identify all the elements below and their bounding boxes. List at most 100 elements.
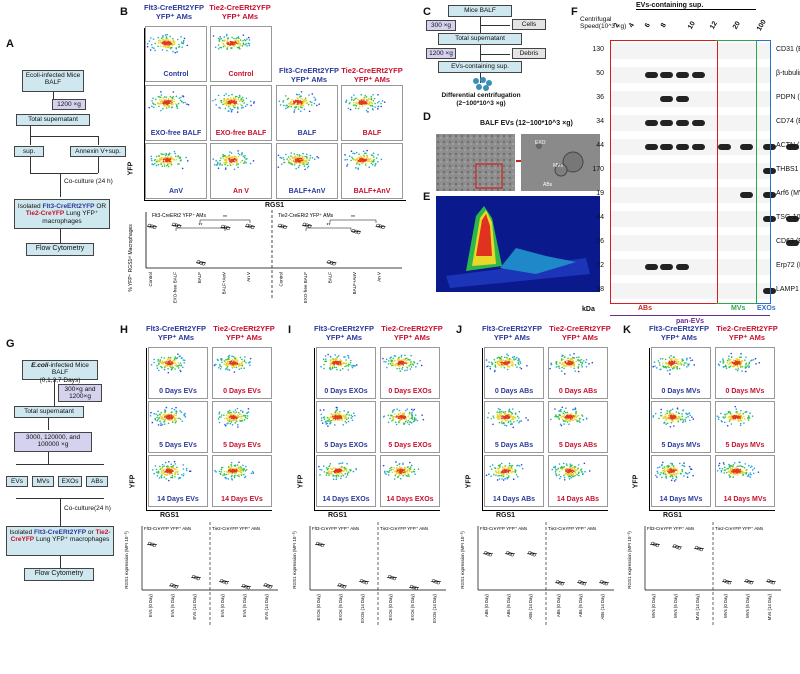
j-header-flt3: Flt3-CreERt2YFP YFP⁺ AMs	[481, 324, 542, 342]
chart-point	[727, 580, 732, 585]
panel-label-f: F	[571, 6, 578, 18]
f-protein-name: CD63 (EXOs)	[776, 238, 800, 245]
svg-text:MVs: MVs	[553, 163, 564, 169]
b-point	[381, 225, 385, 230]
f-pan-label: pan-EVs	[676, 318, 705, 325]
b-chart-ylabel: % YFP⁺ RGS1ʰⁱ Macrophages	[127, 224, 134, 292]
chart-group2: Tie2-CreYFP YFP⁺ AMs	[212, 526, 261, 531]
i-plot-left-0: 0 Days EXOs	[316, 347, 376, 399]
panel-label-b: B	[120, 6, 128, 18]
f-protein-name: β-tubulin(CC)	[776, 70, 800, 77]
chart-group2: Tie2-CreYFP YFP⁺ AMs	[548, 526, 597, 531]
chart-tick-label: EVs (14 Day)	[192, 593, 197, 619]
flow-density	[150, 150, 189, 170]
chart-ylabel: RGS1 expression (MFI 10⁻³)	[292, 531, 297, 589]
i-xaxis: RGS1	[328, 512, 348, 519]
f-mvs-label: MVs	[731, 305, 746, 312]
chart-point	[488, 552, 493, 557]
f-blot-row: 36 PDPN (EpC I)	[580, 88, 800, 110]
flow-density	[550, 406, 588, 427]
a-coculture: Co-culture (24 h)	[64, 178, 113, 185]
b-point	[245, 223, 250, 228]
f-protein-name: TSG-101 (EXOs)	[776, 214, 800, 221]
chart-point	[436, 580, 441, 585]
a-isolated-box: Isolated Flt3-CreERt2YFP OR Tie2-CreYFP …	[14, 199, 110, 229]
g-frac-exos: EXOs	[58, 476, 82, 487]
chart-point	[320, 543, 325, 548]
chart-tick-label: EXOs (0 Day)	[316, 593, 321, 620]
chart-point	[749, 580, 754, 585]
chart-tick-label: EXOs (5 Day)	[338, 593, 343, 620]
flow-density	[382, 408, 425, 426]
chart-point	[694, 545, 699, 550]
chart-tick-label: ABs (5 Day)	[578, 593, 583, 617]
b-plot-1: Control	[145, 26, 207, 82]
f-mw: 44	[596, 142, 604, 149]
f-blot-strip	[610, 115, 770, 131]
f-band	[692, 72, 705, 78]
c-spin1: 300 ×g	[426, 20, 456, 31]
b-point	[172, 222, 176, 227]
k-plot-left-1: 5 Days MVs	[651, 401, 711, 453]
f-mw: 170	[592, 166, 604, 173]
g-isolated-box: Isolated Flt3-CreERt2YFP or Tie2-CreYFP …	[6, 526, 114, 556]
chart-point	[672, 544, 677, 548]
b-header-tie2: Tie2-CreERt2YFP YFP⁺ AMs	[209, 3, 271, 21]
j-plot-left-2: 14 Days ABs	[484, 455, 544, 507]
k-plot-right-1: 5 Days MVs	[715, 401, 775, 453]
f-band	[786, 216, 799, 222]
chart-group1: Flt3-CreYFP YFP⁺ AMs	[312, 526, 360, 531]
chart-point	[650, 541, 655, 546]
chart-point	[766, 579, 771, 583]
f-blot-strip	[610, 235, 799, 251]
flow-density	[716, 405, 754, 427]
f-band	[676, 96, 689, 102]
b-tick-label: An V	[246, 272, 251, 282]
flow-density	[716, 461, 760, 478]
k-xaxis: RGS1	[663, 512, 683, 519]
g-frac-evs: EVs	[6, 476, 28, 487]
panel-label-c: C	[423, 6, 431, 18]
chart-point	[555, 580, 560, 584]
b-plot-6: BALF	[341, 85, 403, 141]
chart-point	[510, 552, 515, 557]
f-speed-20: 20	[731, 20, 742, 31]
flow-density	[277, 152, 320, 171]
panel-label-e: E	[423, 191, 431, 203]
k-header-flt3: Flt3-CreERt2YFP YFP⁺ AMs	[648, 324, 709, 342]
a-supernatant-box: Total supernatant	[16, 114, 90, 126]
chart-tick-label: EVs (5 Day)	[242, 593, 247, 617]
chart-point	[532, 552, 537, 557]
j-plot-right-1: 5 Days ABs	[548, 401, 608, 453]
chart-point	[263, 583, 268, 587]
flow-density	[344, 149, 383, 170]
b-point	[302, 222, 307, 227]
chart-point	[560, 581, 565, 586]
chart-point	[722, 579, 727, 583]
k-plot-left-2: 14 Days MVs	[651, 455, 711, 507]
f-band	[763, 168, 776, 174]
f-blot-row: 130 CD31 (Enc)	[580, 40, 800, 62]
f-band	[692, 120, 705, 126]
b-plot-7: AnV	[145, 143, 207, 199]
i-plot-right-0: 0 Days EXOs	[380, 347, 440, 399]
d-title: BALF EVs (12~100*10^3 ×g)	[480, 120, 573, 127]
chart-tick-label: ABs (14 Day)	[528, 593, 533, 619]
f-protein-name: THBS1 (ABs)	[776, 166, 800, 173]
b-group1: Flt3-CreERt2 YFP⁺ AMs	[152, 213, 206, 219]
f-exos-label: EXOs	[757, 305, 776, 312]
flow-density	[151, 460, 192, 482]
b-point	[283, 225, 287, 230]
b-point	[147, 223, 152, 228]
flow-density	[344, 93, 386, 113]
chart-point	[677, 546, 682, 550]
flow-density	[146, 33, 189, 54]
b-point	[152, 225, 157, 230]
flow-density	[150, 353, 186, 374]
c-spin2: 1200 ×g	[426, 48, 456, 59]
b-tick-label: BALF	[328, 272, 333, 284]
h-plot-left-2: 14 Days EVs	[148, 455, 208, 507]
k-plot-left-0: 0 Days MVs	[651, 347, 711, 399]
b-header-flt3: Flt3-CreERt2YFP YFP⁺ AMs	[143, 3, 204, 21]
f-band	[718, 144, 731, 150]
